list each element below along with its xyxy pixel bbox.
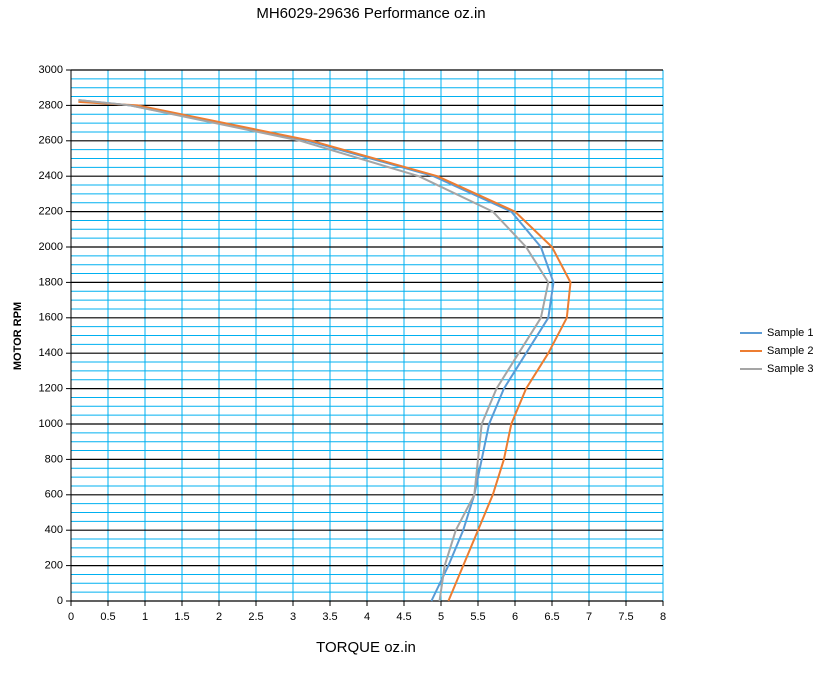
x-tick-label: 2 [216,611,222,623]
x-tick-label: 0 [68,611,74,623]
y-tick-label: 0 [57,595,63,607]
y-tick-label: 3000 [39,64,63,76]
y-tick-label: 2000 [39,241,63,253]
x-tick-label: 3.5 [322,611,337,623]
y-tick-label: 1000 [39,418,63,430]
y-tick-label: 2400 [39,170,63,182]
x-axis-label: TORQUE oz.in [316,639,416,656]
y-tick-label: 1600 [39,312,63,324]
y-tick-label: 1200 [39,383,63,395]
y-tick-label: 600 [45,489,63,501]
x-tick-label: 5 [438,611,444,623]
y-tick-label: 1400 [39,347,63,359]
x-tick-label: 1 [142,611,148,623]
y-axis-label: MOTOR RPM [12,302,24,370]
x-tick-label: 8 [660,611,666,623]
legend-label: Sample 3 [767,363,813,375]
x-tick-label: 4 [364,611,370,623]
x-tick-label: 3 [290,611,296,623]
chart-title: MH6029-29636 Performance oz.in [256,5,485,22]
legend-label: Sample 2 [767,345,813,357]
x-tick-label: 6.5 [544,611,559,623]
legend-label: Sample 1 [767,327,813,339]
x-tick-label: 7 [586,611,592,623]
y-tick-label: 800 [45,453,63,465]
y-tick-label: 1800 [39,276,63,288]
x-tick-label: 1.5 [174,611,189,623]
x-tick-label: 7.5 [618,611,633,623]
y-tick-label: 2600 [39,135,63,147]
y-tick-label: 400 [45,524,63,536]
y-tick-label: 2200 [39,206,63,218]
series-line [78,99,555,602]
series-line [78,100,572,602]
x-tick-label: 4.5 [396,611,411,623]
x-tick-label: 6 [512,611,518,623]
x-tick-label: 2.5 [248,611,263,623]
y-tick-label: 2800 [39,99,63,111]
series-line [78,99,550,602]
y-tick-label: 200 [45,560,63,572]
x-tick-label: 5.5 [470,611,485,623]
x-tick-label: 0.5 [100,611,115,623]
